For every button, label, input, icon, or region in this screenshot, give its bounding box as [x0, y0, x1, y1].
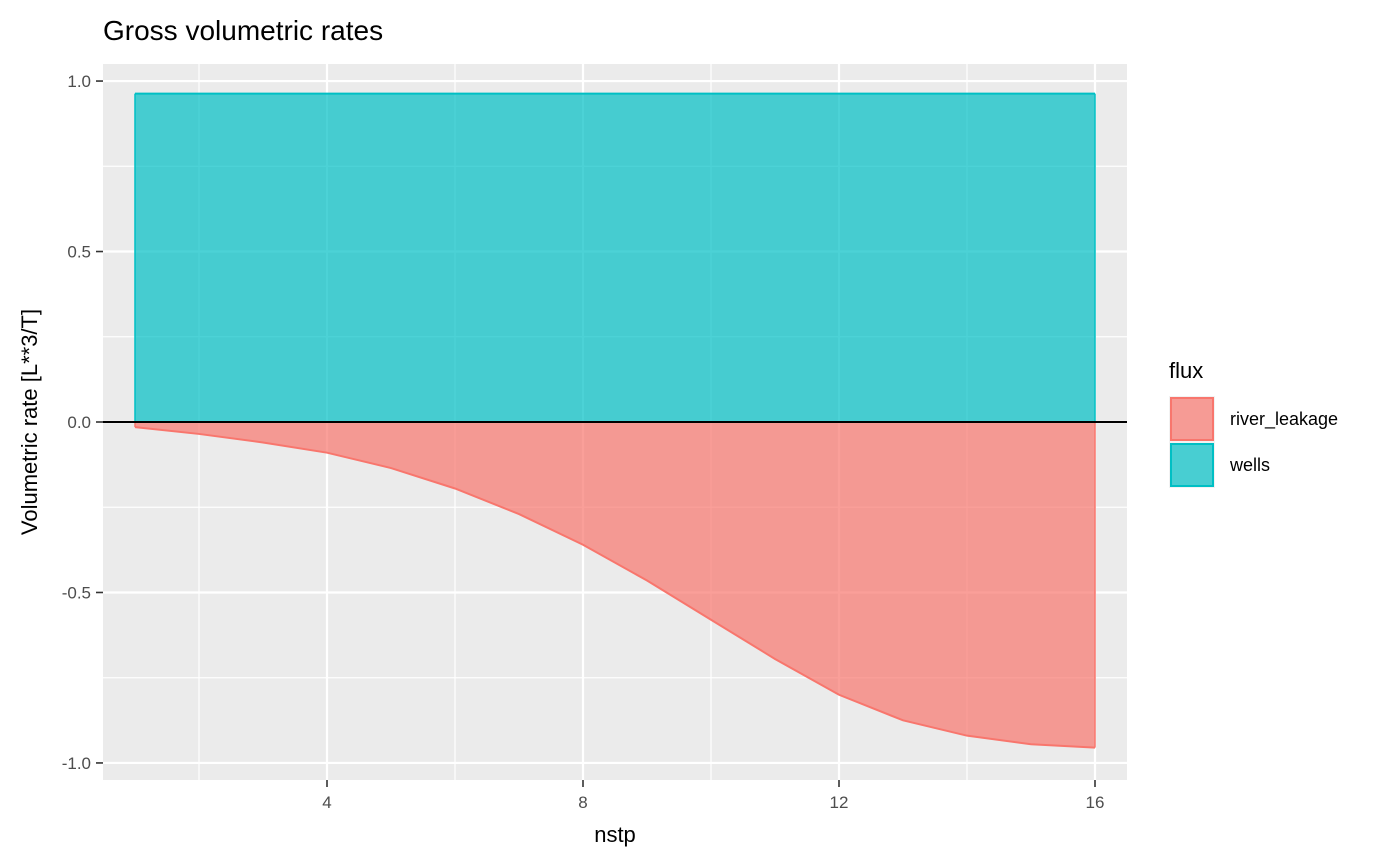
x-axis: 4 8 12 16: [322, 780, 1104, 812]
x-tick-label: 8: [578, 793, 587, 812]
series-lines: [134, 92, 1096, 749]
y-tick-label: 0.0: [67, 413, 91, 432]
area-series: [135, 93, 1095, 748]
legend-label-river_leakage: river_leakage: [1230, 409, 1338, 430]
x-tick-label: 16: [1086, 793, 1105, 812]
area-wells: [135, 93, 1095, 423]
x-tick-label: 12: [830, 793, 849, 812]
y-tick-label: 1.0: [67, 72, 91, 91]
y-axis-title: Volumetric rate [L**3/T]: [17, 309, 42, 535]
legend-label-wells: wells: [1229, 455, 1270, 475]
y-axis: -1.0 -0.5 0.0 0.5 1.0: [62, 72, 103, 773]
legend-key-wells: [1170, 443, 1214, 487]
x-axis-title: nstp: [594, 822, 636, 847]
legend-title: flux: [1169, 358, 1203, 383]
x-tick-label: 4: [322, 793, 331, 812]
line-river_leakage: [134, 426, 1096, 749]
y-tick-label: -1.0: [62, 754, 91, 773]
y-tick-label: -0.5: [62, 583, 91, 602]
y-tick-label: 0.5: [67, 243, 91, 262]
area-river_leakage: [135, 422, 1095, 748]
chart-title: Gross volumetric rates: [103, 15, 383, 46]
legend-key-river_leakage: [1170, 397, 1214, 441]
